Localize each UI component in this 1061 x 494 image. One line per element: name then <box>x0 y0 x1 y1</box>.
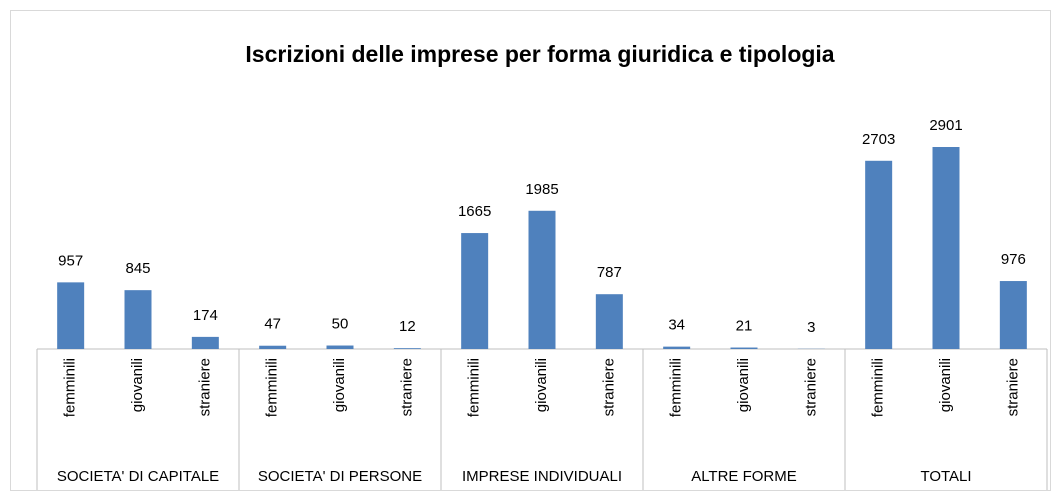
bar <box>259 345 287 349</box>
x-tick-label: femminili <box>870 358 887 417</box>
x-tick-label: femminili <box>62 358 79 417</box>
bar <box>124 290 152 349</box>
data-label: 2703 <box>862 131 895 148</box>
bar <box>730 347 758 349</box>
x-tick-label: giovanili <box>331 358 348 412</box>
data-label: 50 <box>332 315 349 332</box>
data-label: 34 <box>668 317 685 334</box>
group-label: ALTRE FORME <box>691 468 797 485</box>
x-tick-label: straniere <box>600 358 617 416</box>
data-label: 2901 <box>929 117 962 134</box>
x-tick-label: giovanili <box>735 358 752 412</box>
data-label: 47 <box>264 316 281 333</box>
bar <box>663 346 691 349</box>
x-tick-label: giovanili <box>937 358 954 412</box>
data-label: 1665 <box>458 203 491 220</box>
x-tick-label: straniere <box>802 358 819 416</box>
group-label: IMPRESE INDIVIDUALI <box>462 468 622 485</box>
x-tick-label: straniere <box>398 358 415 416</box>
x-tick-label: straniere <box>196 358 213 416</box>
bar <box>999 281 1027 349</box>
bar <box>57 282 85 349</box>
data-label: 12 <box>399 318 416 335</box>
chart-title: Iscrizioni delle imprese per forma giuri… <box>245 41 834 67</box>
data-label: 1985 <box>525 181 558 198</box>
group-label: TOTALI <box>920 468 971 485</box>
bar <box>393 348 421 349</box>
data-label: 845 <box>125 260 150 277</box>
bar <box>865 160 893 349</box>
x-tick-label: giovanili <box>533 358 550 412</box>
bar <box>326 345 354 349</box>
bar <box>528 210 556 349</box>
x-tick-label: femminili <box>668 358 685 417</box>
data-label: 21 <box>736 318 753 335</box>
x-tick-label: straniere <box>1004 358 1021 416</box>
bar <box>191 336 219 349</box>
group-label: SOCIETA' DI PERSONE <box>258 468 422 485</box>
x-tick-label: femminili <box>466 358 483 417</box>
bar <box>932 147 960 349</box>
data-label: 976 <box>1001 251 1026 268</box>
x-tick-label: femminili <box>264 358 281 417</box>
data-label: 787 <box>597 264 622 281</box>
data-label: 3 <box>807 319 815 336</box>
x-tick-label: giovanili <box>129 358 146 412</box>
bar <box>461 233 489 349</box>
group-label: SOCIETA' DI CAPITALE <box>57 468 219 485</box>
data-label: 174 <box>193 307 218 324</box>
bar <box>595 294 623 349</box>
data-label: 957 <box>58 252 83 269</box>
